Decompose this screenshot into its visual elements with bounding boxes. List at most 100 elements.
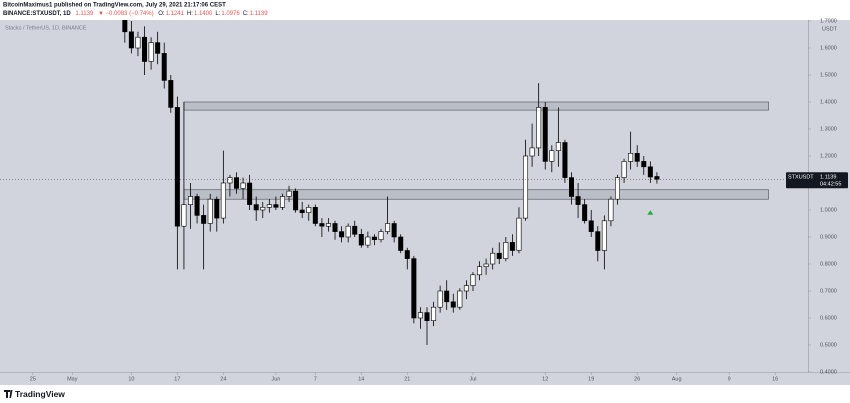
publisher: BitcoinMaximus1 published on TradingView… <box>3 3 226 9</box>
candle-body <box>496 252 502 259</box>
candle-body <box>569 177 575 197</box>
y-tick-label: 1.3000 <box>820 126 837 132</box>
ohlc-label: H: <box>187 11 193 17</box>
x-tick-label: 17 <box>174 376 180 382</box>
candle-body <box>457 290 463 308</box>
candle-body <box>628 152 634 162</box>
candle-body <box>378 231 384 240</box>
y-tick-label: 1.5000 <box>820 72 837 78</box>
candle-body <box>647 166 653 178</box>
x-tick-label: 19 <box>588 376 594 382</box>
candle-body <box>207 198 213 224</box>
candle-body <box>536 107 542 149</box>
candle-body <box>332 223 338 232</box>
ohlc-label: L: <box>215 11 220 17</box>
y-tick-label: 0.9000 <box>820 234 837 240</box>
candle-body <box>523 155 529 219</box>
footer-bg <box>0 385 850 403</box>
candle-body <box>385 223 391 232</box>
candle-body <box>312 206 318 224</box>
y-unit: USDT <box>822 26 838 32</box>
footer-logo: TradingView <box>4 389 65 399</box>
x-tick-label: 24 <box>220 376 226 382</box>
y-tick-label: 0.8000 <box>820 261 837 267</box>
candle-body <box>516 217 522 251</box>
price-tag-bg <box>786 172 848 189</box>
candle-body <box>240 182 246 189</box>
candle-body <box>319 223 325 227</box>
candle-body <box>463 285 469 292</box>
symbol: BINANCE:STXUSDT, 1D <box>3 11 71 17</box>
candle-body <box>260 206 266 211</box>
candle-body <box>549 150 555 162</box>
candle-body <box>654 176 660 180</box>
candle-body <box>444 290 450 303</box>
candle-body <box>352 225 358 235</box>
price-tag-value: 1.1139 <box>820 175 836 181</box>
candle-body <box>371 236 377 240</box>
y-tick-label: 0.7000 <box>820 288 837 294</box>
x-tick-label: 7 <box>314 376 317 382</box>
header-bg <box>0 0 850 20</box>
symbol-line: BINANCE:STXUSDT, 1D 1.1139 ▼ −0.0083 (−0… <box>3 11 268 17</box>
candle-body <box>509 242 515 251</box>
candle-body <box>424 312 430 321</box>
candle-body <box>398 236 404 251</box>
ohlc-value: 1.1400 <box>194 11 213 17</box>
candle-body <box>634 152 640 162</box>
logo-icon <box>4 390 13 398</box>
candle-body <box>161 53 167 81</box>
x-tick-label: 21 <box>404 376 410 382</box>
y-tick-label: 1.2000 <box>820 153 837 159</box>
candle-body <box>470 274 476 286</box>
price-tag-countdown: 04:42:55 <box>820 182 841 188</box>
candle-body <box>201 215 207 224</box>
x-tick-label: Jun <box>271 376 280 382</box>
ohlc-value: 1.0976 <box>221 11 240 17</box>
price-tag-symbol: STXUSDT <box>788 175 814 181</box>
candle-body <box>233 177 239 189</box>
candle-body <box>503 242 509 259</box>
candle-body <box>601 220 607 251</box>
brand: TradingView <box>15 389 65 399</box>
candle-body <box>483 263 489 267</box>
ohlc-value: 1.1241 <box>166 11 185 17</box>
candle-body <box>641 161 647 168</box>
plot-bg <box>0 20 850 385</box>
candle-body <box>227 177 233 184</box>
candle-body <box>174 107 180 227</box>
zone <box>183 189 769 200</box>
candle-body <box>542 107 548 162</box>
candle-body <box>529 147 535 157</box>
x-tick-label: 10 <box>128 376 134 382</box>
x-tick-label: Aug <box>672 376 682 382</box>
candle-body <box>293 190 299 211</box>
x-tick-label: 12 <box>542 376 548 382</box>
y-tick-label: 1.7000 <box>820 18 837 24</box>
candle-body <box>306 206 312 213</box>
candle-body <box>621 161 627 178</box>
x-tick-label: 16 <box>772 376 778 382</box>
candle-body <box>142 36 148 62</box>
candle-body <box>358 233 364 246</box>
y-tick-label: 1.6000 <box>820 45 837 51</box>
candle-body <box>477 266 483 276</box>
candle-body <box>128 31 134 49</box>
change: ▼ −0.0083 (−0.74%) <box>98 11 154 17</box>
ohlc-value: 1.1139 <box>250 11 269 17</box>
y-tick-label: 1.4000 <box>820 99 837 105</box>
candle-body <box>299 209 305 213</box>
candle-body <box>286 190 292 197</box>
candle-body <box>273 204 279 208</box>
candle-body <box>555 142 561 151</box>
candle-body <box>253 204 259 211</box>
candle-body <box>417 312 423 319</box>
candle-body <box>214 198 220 219</box>
candle-body <box>266 204 272 208</box>
candle-body <box>490 252 496 265</box>
candle-body <box>155 42 161 54</box>
zone <box>183 101 769 111</box>
candle-body <box>339 231 345 238</box>
x-tick-label: Jul <box>469 376 476 382</box>
